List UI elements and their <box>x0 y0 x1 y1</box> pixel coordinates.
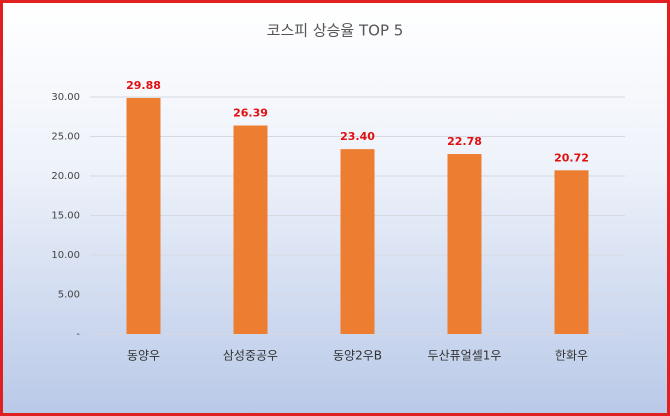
bar <box>233 125 268 334</box>
y-tick-label: 30.00 <box>51 92 80 103</box>
x-tick-label: 한화우 <box>555 349 588 363</box>
x-tick-label: 동양2우B <box>333 349 382 363</box>
y-tick-label: 5.00 <box>58 290 80 301</box>
y-tick-label: - <box>76 329 80 340</box>
chart-title: 코스피 상승율 TOP 5 <box>267 22 404 40</box>
y-tick-label: 15.00 <box>51 211 80 222</box>
bar <box>447 154 482 334</box>
y-tick-label: 25.00 <box>51 132 80 143</box>
value-label: 26.39 <box>233 107 268 120</box>
bar <box>554 170 589 334</box>
y-tick-label: 10.00 <box>51 250 80 261</box>
x-tick-label: 두산퓨얼셀1우 <box>428 349 502 363</box>
value-label: 23.40 <box>340 130 375 143</box>
value-label: 20.72 <box>554 151 589 164</box>
x-tick-label: 동양우 <box>127 349 160 363</box>
x-tick-label: 삼성중공우 <box>223 349 278 363</box>
y-tick-label: 20.00 <box>51 171 80 182</box>
chart: 코스피 상승율 TOP 5 - 5.00 10.00 15.00 20.00 25.00 3… <box>51 22 625 363</box>
value-label: 22.78 <box>447 135 482 148</box>
bar <box>126 97 161 334</box>
bar <box>340 149 375 334</box>
value-label: 29.88 <box>126 79 161 92</box>
